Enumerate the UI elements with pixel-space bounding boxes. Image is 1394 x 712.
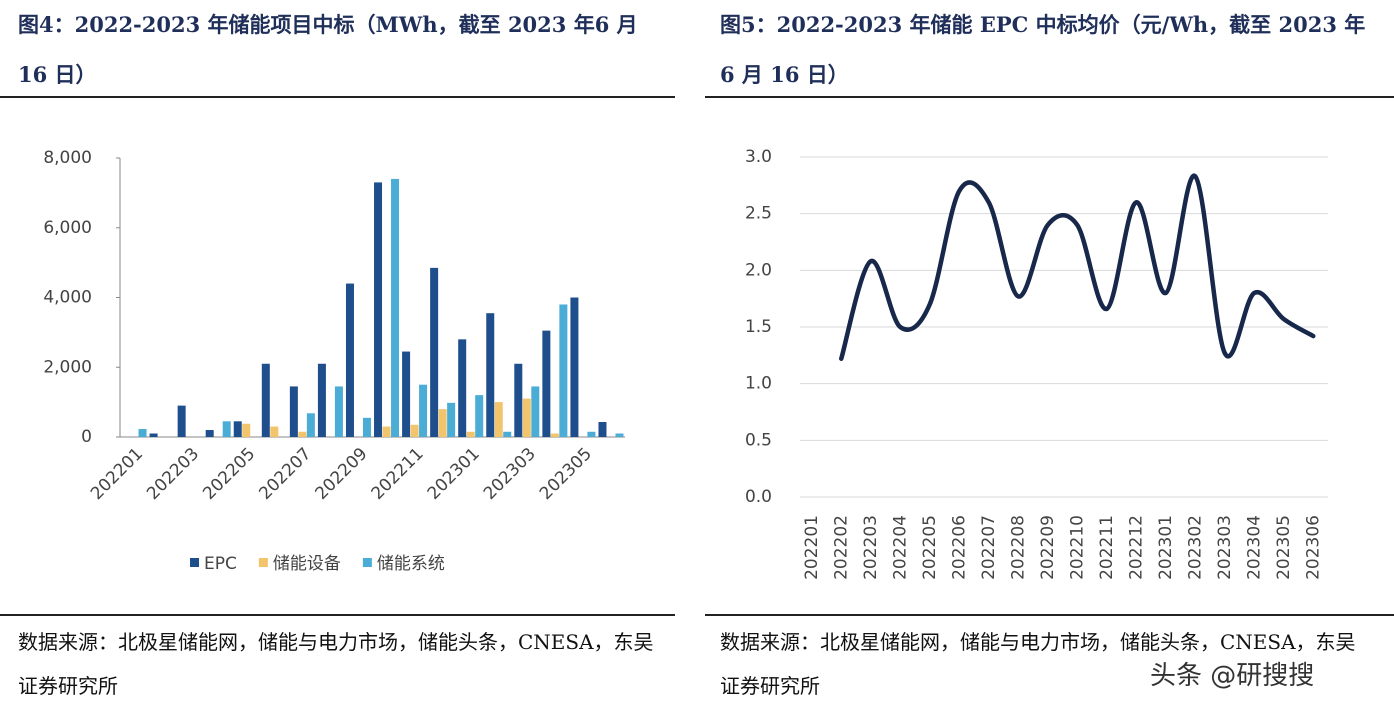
bar <box>222 421 231 437</box>
y-tick-label: 4,000 <box>43 288 92 308</box>
source-note: 数据来源：北极星储能网，储能与电力市场，储能头条，CNESA，东吴证券研究所 <box>18 630 654 698</box>
bar <box>570 297 579 437</box>
source-note: 数据来源：北极星储能网，储能与电力市场，储能头条，CNESA，东吴证券研究所 <box>720 630 1356 698</box>
y-tick-label: 0.0 <box>745 487 772 507</box>
x-tick-label: 202207 <box>255 444 315 504</box>
bar <box>430 267 439 437</box>
bar <box>149 433 158 437</box>
bar <box>531 386 540 437</box>
x-tick-label: 202211 <box>1097 515 1117 580</box>
bar <box>522 398 531 437</box>
bar <box>317 363 326 437</box>
bar <box>550 433 559 437</box>
line <box>839 173 1316 361</box>
bar <box>345 283 354 437</box>
bar <box>233 421 242 437</box>
bar <box>615 433 624 437</box>
y-tick-label: 6,000 <box>43 218 92 238</box>
y-tick-label: 1.5 <box>745 317 772 337</box>
x-tick-label: 202203 <box>143 444 203 504</box>
legend-swatch <box>190 558 199 567</box>
x-tick-label: 202304 <box>1244 515 1264 580</box>
bar <box>475 395 484 437</box>
bar <box>362 417 371 437</box>
x-tick-label: 202209 <box>312 444 372 504</box>
x-tick-label: 202204 <box>890 515 910 580</box>
bar <box>410 424 419 437</box>
bar <box>289 386 298 437</box>
x-tick-label: 202211 <box>368 444 428 504</box>
rule <box>0 614 675 616</box>
rule <box>0 96 675 98</box>
y-tick-label: 0.5 <box>745 430 772 450</box>
bar <box>242 423 251 437</box>
y-tick-label: 0 <box>81 427 92 447</box>
bar-chart: 02,0004,0006,0008,0002022012022032022052… <box>43 148 625 574</box>
x-tick-label: 202202 <box>831 515 851 580</box>
bar <box>598 422 607 437</box>
rule <box>705 614 1394 616</box>
x-tick-label: 202201 <box>802 515 822 580</box>
y-tick-label: 2,000 <box>43 357 92 377</box>
x-tick-label: 202201 <box>87 444 147 504</box>
legend-swatch <box>258 558 268 567</box>
x-tick-label: 202305 <box>536 444 596 504</box>
x-tick-label: 202306 <box>1303 515 1323 580</box>
bar <box>514 363 523 437</box>
legend-label: 储能设备 <box>273 554 341 574</box>
bar <box>177 405 186 437</box>
bar <box>458 339 467 437</box>
bar <box>587 431 596 437</box>
legend-swatch <box>362 558 372 567</box>
line-chart: 0.0 0.5 1.0 1.5 2.0 2.5 3.0 202201 202202 202203 2… <box>745 147 1328 580</box>
bar <box>391 178 400 438</box>
x-tick-label: 202303 <box>480 444 540 504</box>
x-tick-label: 202303 <box>1215 515 1235 580</box>
bar <box>438 409 447 437</box>
bar <box>419 384 428 437</box>
y-tick-label: 2.5 <box>745 204 772 224</box>
bar <box>205 430 214 437</box>
bar <box>270 426 279 437</box>
bar <box>382 426 391 437</box>
x-tick-label: 202205 <box>199 444 259 504</box>
y-tick-label: 2.0 <box>745 260 772 280</box>
y-tick-label: 8,000 <box>43 148 92 168</box>
bar <box>138 428 147 437</box>
chart-title: 图5：2022-2023 年储能 EPC 中标均价（元/Wh，截至 2023 年… <box>720 12 1366 87</box>
x-tick-label: 202212 <box>1126 515 1146 580</box>
x-tick-label: 202205 <box>920 515 940 580</box>
y-tick-label: 1.0 <box>745 374 772 394</box>
x-tick-label: 202302 <box>1185 515 1205 580</box>
bar <box>559 304 568 437</box>
x-tick-label: 202301 <box>424 444 484 504</box>
bar <box>334 386 343 437</box>
bar <box>503 431 512 437</box>
legend-label: EPC <box>204 554 237 574</box>
bar <box>494 402 503 437</box>
legend-label: 储能系统 <box>377 554 445 574</box>
bar <box>447 402 456 437</box>
x-tick-label: 202203 <box>861 515 881 580</box>
x-tick-label: 202210 <box>1067 515 1087 580</box>
x-tick-label: 202305 <box>1274 515 1294 580</box>
x-tick-label: 202206 <box>949 515 969 580</box>
x-tick-label: 202207 <box>979 515 999 580</box>
watermark: 头条 @研搜搜 <box>1150 661 1315 691</box>
bar <box>298 431 307 437</box>
x-tick-label: 202209 <box>1038 515 1058 580</box>
bar <box>402 351 411 437</box>
bar <box>486 313 495 437</box>
bar <box>466 431 475 437</box>
chart-title: 图4：2022-2023 年储能项目中标（MWh，截至 2023 年6 月 16… <box>18 12 638 87</box>
bar <box>374 182 383 437</box>
x-tick-label: 202301 <box>1156 515 1176 580</box>
y-tick-label: 3.0 <box>745 147 772 167</box>
x-tick-label: 202208 <box>1008 515 1028 580</box>
bar <box>306 413 315 437</box>
bar <box>261 363 270 437</box>
rule <box>705 96 1394 98</box>
bar <box>542 330 551 437</box>
